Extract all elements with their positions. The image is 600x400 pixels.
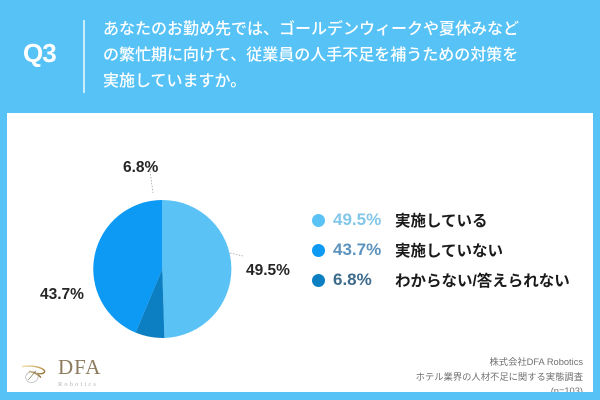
svg-text:49.5%: 49.5%	[246, 262, 290, 279]
svg-text:6.8%: 6.8%	[123, 159, 159, 176]
svg-text:43.7%: 43.7%	[40, 286, 84, 303]
